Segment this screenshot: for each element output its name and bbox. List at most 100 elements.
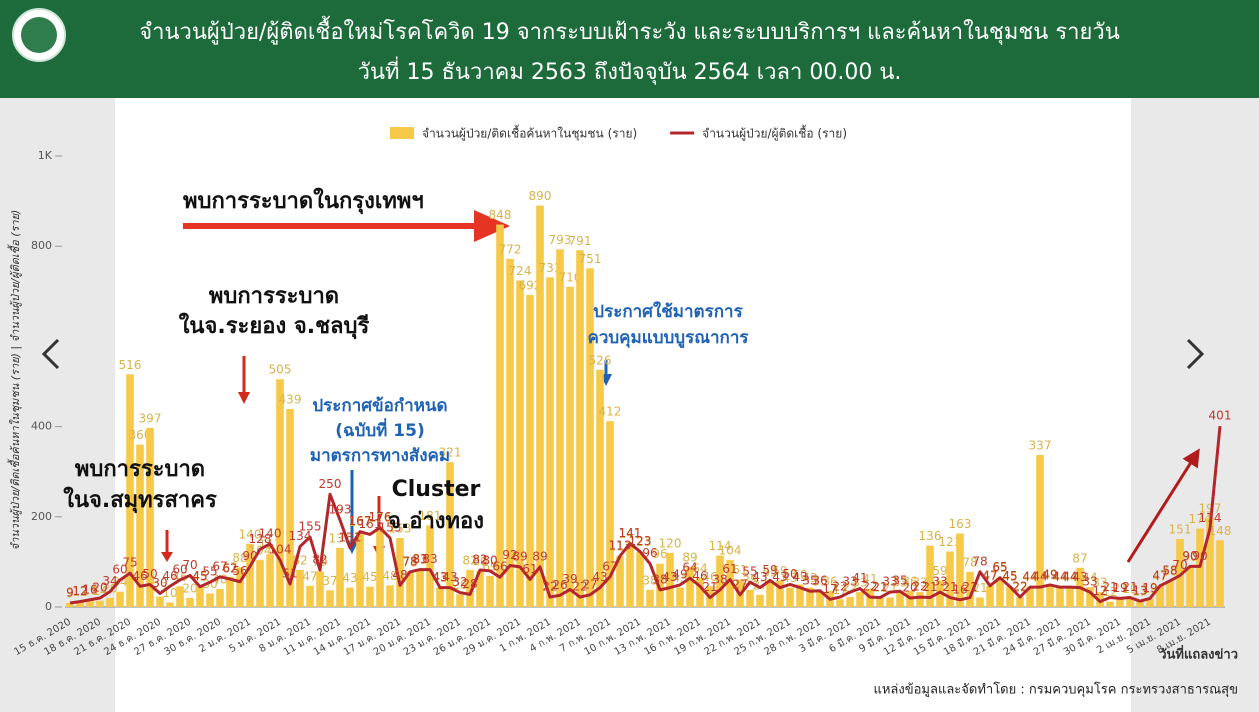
y-axis-title: จำนวนผู้ป่วย/ติดเชื้อค้นหาในชุมชน (ราย) …: [7, 210, 22, 551]
line-value-label: 36: [812, 573, 827, 587]
annotation: จ.อ่างทอง: [388, 509, 484, 534]
line-value-label: 30: [152, 576, 167, 590]
next-button[interactable]: [1186, 338, 1205, 370]
line-value-label: 20: [92, 580, 107, 594]
annotation: พบการระบาด: [75, 457, 205, 482]
bar-value-label: 41: [862, 572, 877, 586]
bar: [76, 601, 84, 607]
bar-value-label: 692: [519, 278, 542, 292]
bar: [636, 551, 644, 607]
bar: [806, 587, 814, 607]
bar: [416, 569, 424, 607]
line-value-label: 250: [319, 477, 342, 491]
line-value-label: 20: [902, 580, 917, 594]
bar-value-label: 724: [509, 264, 532, 278]
arrow-head: [161, 552, 173, 562]
bar-value-label: 16: [82, 583, 97, 597]
bar-value-label: 80: [472, 554, 487, 568]
bar-value-label: 50: [792, 568, 807, 582]
line-value-label: 89: [512, 549, 527, 563]
line-value-label: 90: [1192, 549, 1207, 563]
line-value-label: 134: [289, 529, 312, 543]
bar-value-label: 321: [439, 446, 462, 460]
line-value-label: 43: [662, 570, 677, 584]
bar: [996, 577, 1004, 607]
line-value-label: 61: [522, 562, 537, 576]
bar: [1216, 540, 1224, 607]
line-value-label: 44: [1022, 570, 1037, 584]
line-value-label: 60: [172, 562, 187, 576]
bar: [466, 570, 474, 607]
bar-value-label: 167: [349, 515, 372, 529]
bar-value-label: 58: [1162, 564, 1177, 578]
bar-value-label: 44: [1082, 571, 1097, 585]
line-value-label: 89: [532, 549, 547, 563]
arrow-head: [474, 210, 510, 242]
line-value-label: 155: [299, 520, 322, 534]
line-value-label: 113: [609, 539, 632, 553]
bar-value-label: 59: [772, 564, 787, 578]
line-value-label: 44: [1052, 570, 1067, 584]
line-value-label: 48: [392, 568, 407, 582]
y-tick-label: 1K: [38, 149, 53, 162]
line-value-label: 50: [142, 567, 157, 581]
bar: [566, 286, 574, 607]
bar-value-label: 49: [1042, 568, 1057, 582]
annotation: ประกาศใช้มาตรการ: [593, 301, 743, 322]
line-value-label: 131: [339, 530, 362, 544]
bar: [686, 566, 694, 607]
y-tick-label: 800: [31, 239, 52, 252]
bar: [1086, 587, 1094, 607]
bar: [796, 584, 804, 607]
bar-value-label: 412: [599, 405, 622, 419]
legend-label: จำนวนผู้ป่วย/ผู้ติดเชื้อ (ราย): [702, 125, 847, 142]
line-value-label: 174: [1199, 511, 1222, 525]
line-value-label: 27: [732, 577, 747, 591]
line-value-label: 56: [232, 564, 247, 578]
bar: [176, 586, 184, 607]
line-value-label: 58: [1162, 563, 1177, 577]
bar: [236, 567, 244, 607]
bar: [986, 585, 994, 607]
bar-value-label: 12: [72, 585, 87, 599]
line-value-label: 70: [1172, 558, 1187, 572]
bar-value-label: 44: [1062, 571, 1077, 585]
line-value-label: 43: [752, 570, 767, 584]
bar: [1126, 598, 1134, 607]
bar: [666, 552, 674, 607]
bar: [746, 589, 754, 607]
bar: [436, 587, 444, 607]
bar-value-label: 47: [302, 569, 317, 583]
line-value-label: 21: [942, 580, 957, 594]
bar-value-label: 20: [182, 581, 197, 595]
bar-value-label: 36: [822, 574, 837, 588]
bar-value-label: 43: [342, 571, 357, 585]
bar-value-label: 37: [322, 574, 337, 588]
line-value-label: 38: [652, 572, 667, 586]
line-value-label: 41: [852, 571, 867, 585]
line-value-label: 140: [259, 526, 282, 540]
bar: [256, 560, 264, 607]
y-tick-label: 400: [31, 420, 52, 433]
line-value-label: 39: [562, 572, 577, 586]
bar-value-label: 90: [1182, 550, 1197, 564]
line-value-label: 80: [482, 553, 497, 567]
y-tick-label: 0: [45, 600, 52, 613]
bar: [816, 591, 824, 607]
line-value-label: 35: [802, 574, 817, 588]
bar: [926, 545, 934, 607]
bar: [366, 586, 374, 607]
line-value-label: 167: [349, 514, 372, 528]
bar-value-label: 751: [579, 252, 602, 266]
bar-value-label: 526: [589, 353, 612, 367]
bar-value-label: 59: [932, 564, 947, 578]
line: [69, 426, 1222, 605]
bar: [1036, 455, 1044, 607]
bar-value-label: 104: [719, 544, 742, 558]
bar-value-label: 48: [382, 569, 397, 583]
bar: [1206, 518, 1214, 607]
bar-value-label: 890: [529, 189, 552, 203]
line-value-label: 104: [269, 543, 292, 557]
prev-button[interactable]: [41, 338, 60, 370]
